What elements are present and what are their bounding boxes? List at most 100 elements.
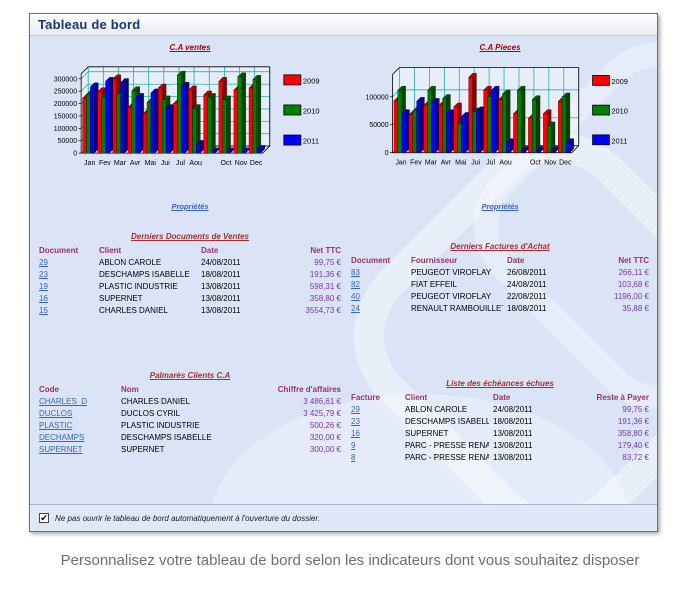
column-header: Document bbox=[39, 246, 79, 255]
svg-text:Jul: Jul bbox=[486, 160, 495, 167]
svg-text:Mai: Mai bbox=[145, 160, 157, 167]
table-cell: 500,26 € bbox=[309, 421, 341, 430]
svg-text:Nov: Nov bbox=[544, 160, 557, 167]
table-cell: 300,00 € bbox=[309, 445, 341, 454]
svg-text:150000: 150000 bbox=[54, 113, 78, 120]
ventes-bar-chart: 0 50000 100000 150000 200000 250000 300000 Jan F… bbox=[54, 66, 320, 167]
table-cell: SUPERNET bbox=[405, 429, 449, 438]
svg-text:Avr: Avr bbox=[441, 160, 452, 167]
window-titlebar: Tableau de bord bbox=[30, 14, 657, 36]
table-cell: SUPERNET bbox=[99, 294, 143, 303]
table-cell: PEUGEOT VIROFLAY bbox=[411, 268, 492, 277]
document-link[interactable]: 9 bbox=[351, 441, 356, 450]
table-cell: 266,11 € bbox=[618, 268, 649, 277]
table-cell: 3 486,61 € bbox=[303, 397, 341, 406]
ventes-docs-table: Derniers Documents de Ventes Document Cli… bbox=[37, 232, 343, 315]
column-header: Chiffre d'affaires bbox=[277, 385, 341, 394]
palmares-clients-table: Palmarès Clients C.A Code Nom Chiffre d'af… bbox=[37, 371, 343, 454]
document-link[interactable]: DECHAMPS bbox=[39, 433, 85, 442]
column-header: Date bbox=[493, 393, 511, 402]
svg-text:250000: 250000 bbox=[54, 89, 78, 96]
svg-text:2009: 2009 bbox=[303, 76, 320, 85]
document-link[interactable]: PLASTIC bbox=[39, 421, 73, 430]
svg-text:2011: 2011 bbox=[611, 136, 627, 145]
ventes-properties-link[interactable]: Propriétés bbox=[171, 202, 209, 211]
table-cell: PARC - PRESSE RENAULT bbox=[405, 453, 489, 462]
table-cell: CHARLES DANIEL bbox=[99, 306, 168, 315]
svg-text:0: 0 bbox=[385, 150, 389, 157]
table-cell: 83,72 € bbox=[622, 453, 649, 462]
table-cell: DESCHAMPS ISABELLE bbox=[121, 433, 212, 442]
svg-text:Jul: Jul bbox=[176, 160, 185, 167]
table-cell: 13/08/2011 bbox=[201, 306, 241, 315]
pieces-chart-title: C.A Pieces bbox=[479, 43, 521, 52]
footer-checkbox[interactable]: ✔ bbox=[39, 513, 49, 523]
page-caption: Personnalisez votre tableau de bord selo… bbox=[60, 552, 640, 569]
footer-bar: ✔ Ne pas ouvrir le tableau de bord autom… bbox=[30, 504, 657, 531]
table-cell: 3554,73 € bbox=[305, 306, 341, 315]
svg-text:300000: 300000 bbox=[54, 76, 78, 83]
table-cell: DUCLOS CYRIL bbox=[121, 409, 181, 418]
column-header: Reste à Payer bbox=[596, 393, 649, 402]
column-header: Document bbox=[351, 256, 391, 265]
table-cell: ABLON CAROLE bbox=[99, 258, 162, 267]
table-cell: PLASTIC INDUSTRIE bbox=[121, 421, 200, 430]
column-header: Net TTC bbox=[618, 256, 649, 265]
document-link[interactable]: 29 bbox=[351, 405, 360, 414]
dashboard-content: C.A ventes 0 50000 100000 150000 200000 25000… bbox=[30, 36, 657, 504]
document-link[interactable]: 23 bbox=[351, 417, 360, 426]
document-link[interactable]: DUCLOS bbox=[39, 409, 73, 418]
document-link[interactable]: CHARLES_D bbox=[39, 397, 88, 406]
document-link[interactable]: 15 bbox=[39, 306, 48, 315]
table-cell: 24/08/2011 bbox=[201, 258, 241, 267]
table-cell: 1196,00 € bbox=[614, 292, 649, 301]
table-cell: 13/08/2011 bbox=[493, 429, 533, 438]
table-cell: 26/08/2011 bbox=[507, 268, 547, 277]
svg-text:Avr: Avr bbox=[130, 160, 141, 167]
svg-text:2010: 2010 bbox=[303, 106, 320, 115]
table-cell: 35,88 € bbox=[622, 304, 649, 313]
document-link[interactable]: SUPERNET bbox=[39, 445, 83, 454]
table-cell: 191,36 € bbox=[309, 270, 341, 279]
table-cell: 99,75 € bbox=[622, 405, 649, 414]
svg-text:Jan: Jan bbox=[395, 160, 406, 167]
column-header: Client bbox=[99, 246, 122, 255]
document-link[interactable]: 24 bbox=[351, 304, 360, 313]
table-cell: CHARLES DANIEL bbox=[121, 397, 190, 406]
document-link[interactable]: 82 bbox=[351, 280, 360, 289]
document-link[interactable]: 19 bbox=[39, 282, 48, 291]
document-link[interactable]: 23 bbox=[39, 270, 48, 279]
window-title: Tableau de bord bbox=[38, 17, 141, 32]
document-link[interactable]: 29 bbox=[39, 258, 48, 267]
dashboard-window: Tableau de bord C.A ventes 0 50000 100000 1… bbox=[29, 13, 658, 532]
pieces-properties-link[interactable]: Propriétés bbox=[481, 202, 519, 211]
document-link[interactable]: 16 bbox=[351, 429, 360, 438]
document-link[interactable]: 40 bbox=[351, 292, 360, 301]
document-link[interactable]: 8 bbox=[351, 453, 356, 462]
pieces-column: C.A Pieces 0 50000 100000 Jan Fev Mar Avr Mai Ju… bbox=[349, 36, 651, 504]
echeances-table: Liste des échéances échues Facture Client… bbox=[349, 379, 651, 462]
table-cell: FIAT EFFEIL bbox=[411, 280, 457, 289]
table-cell: DESCHAMPS ISABELLE bbox=[99, 270, 190, 279]
table-cell: 179,40 € bbox=[617, 441, 649, 450]
table-cell: SUPERNET bbox=[121, 445, 165, 454]
svg-text:0: 0 bbox=[73, 151, 77, 158]
footer-checkbox-label: Ne pas ouvrir le tableau de bord automat… bbox=[55, 513, 320, 523]
table-cell: 13/08/2011 bbox=[493, 441, 533, 450]
table-cell: RENAULT RAMBOUILLET bbox=[411, 304, 503, 313]
svg-text:Oct: Oct bbox=[220, 160, 231, 167]
table-cell: 358,80 € bbox=[309, 294, 341, 303]
table-cell: 18/08/2011 bbox=[201, 270, 241, 279]
column-header: Net TTC bbox=[310, 246, 341, 255]
svg-text:50000: 50000 bbox=[58, 138, 78, 145]
svg-text:Fev: Fev bbox=[410, 160, 422, 167]
svg-text:100000: 100000 bbox=[54, 126, 78, 133]
table-cell: 99,75 € bbox=[314, 258, 341, 267]
ventes-chart-title: C.A ventes bbox=[169, 43, 211, 52]
svg-text:Fev: Fev bbox=[99, 160, 111, 167]
document-link[interactable]: 16 bbox=[39, 294, 48, 303]
echeances-table-title: Liste des échéances échues bbox=[446, 379, 554, 388]
document-link[interactable]: 83 bbox=[351, 268, 360, 277]
svg-text:2009: 2009 bbox=[611, 77, 627, 86]
svg-text:200000: 200000 bbox=[54, 101, 78, 108]
